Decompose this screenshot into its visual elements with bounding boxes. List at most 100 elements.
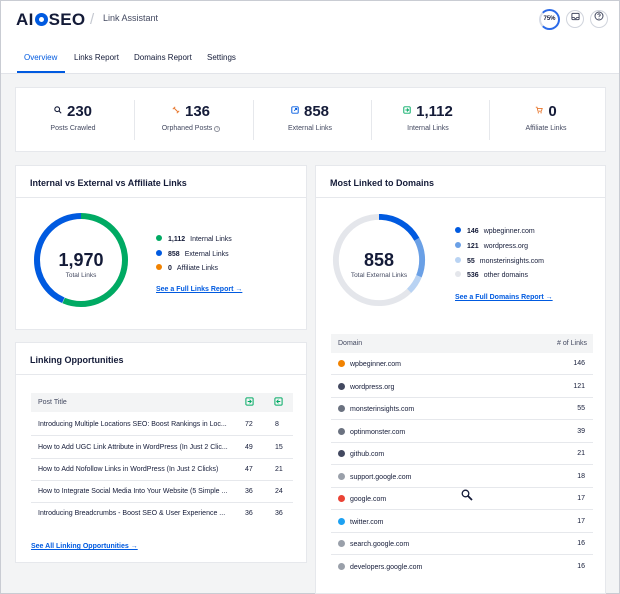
domain-link-count: 121 (573, 382, 585, 390)
favicon-icon (338, 382, 345, 390)
stat-external-links: 858 External Links (253, 88, 367, 153)
domain-name: twitter.com (350, 518, 384, 526)
legend-other: 536 other domains (455, 271, 528, 279)
stat-value: 858 (303, 103, 330, 120)
full-links-report-link[interactable]: See a Full Links Report → (156, 286, 243, 293)
tab-links-report[interactable]: Links Report (74, 53, 119, 62)
divider (316, 197, 605, 198)
domain-name: wpbeginner.com (350, 361, 401, 368)
divider (331, 419, 593, 420)
stat-internal-links: 1,112 Internal Links (371, 88, 485, 153)
domain-name: search.google.com (350, 541, 410, 548)
full-domains-report-link[interactable]: See a Full Domains Report → (455, 294, 553, 301)
table-header: Post Title (31, 393, 293, 412)
favicon-icon (338, 405, 345, 412)
linking-opportunities-card: Linking Opportunities Post Title Introdu… (15, 342, 307, 563)
inbound-links-icon[interactable] (245, 397, 254, 408)
domain-row[interactable]: optinmonster.com (338, 427, 406, 436)
zoom-cursor-icon (461, 489, 473, 501)
help-icon[interactable] (590, 10, 608, 28)
domain-row[interactable]: developers.google.com (338, 562, 423, 571)
stat-label: External Links (288, 125, 332, 132)
stat-orphaned-posts: 136 Orphaned Posts ? (134, 88, 248, 153)
legend-wpbeginner: 146 wpbeginner.com (455, 227, 535, 235)
stat-value: 136 (184, 103, 211, 120)
tab-bar: Overview Links Report Domains Report Set… (1, 36, 619, 74)
total-links-value: 1,970 (58, 250, 104, 270)
total-links-label: Total Links (65, 272, 97, 279)
domain-row[interactable]: google.com (338, 495, 386, 503)
divider (489, 100, 490, 140)
column-domain: Domain (338, 340, 363, 347)
divider (331, 531, 593, 533)
inbound-count: 47 (245, 466, 253, 473)
tab-overview[interactable]: Overview (24, 53, 58, 62)
page-title: Link Assistant (103, 13, 159, 23)
tab-domains-report[interactable]: Domains Report (134, 53, 192, 62)
favicon-icon (338, 495, 345, 502)
all-linking-opportunities-link[interactable]: See All Linking Opportunities → (31, 543, 138, 550)
top-bar: AI SEO / Link Assistant 75% (1, 1, 619, 36)
domain-row[interactable]: github.com (338, 450, 384, 458)
inbound-count: 36 (245, 488, 253, 495)
table-row[interactable]: Introducing Breadcrumbs - Boost SEO & Us… (38, 510, 226, 517)
domain-name: optinmonster.com (350, 428, 406, 436)
domain-row[interactable]: twitter.com (338, 517, 384, 526)
divider (331, 486, 593, 488)
stat-label: Internal Links (407, 125, 449, 132)
domain-row[interactable]: monsterinsights.com (338, 405, 414, 413)
domain-row[interactable]: wpbeginner.com (338, 360, 401, 368)
stat-value: 1,112 (416, 103, 453, 120)
stat-posts-crawled: 230 Posts Crawled (16, 88, 130, 153)
outbound-count: 21 (275, 466, 283, 473)
favicon-icon (338, 562, 345, 570)
legend-affiliate: 0 Affiliate Links (156, 264, 218, 272)
domain-name: developers.google.com (350, 563, 423, 571)
legend-internal: 1,112 Internal Links (156, 235, 232, 243)
table-row[interactable]: How to Add UGC Link Attribute in WordPre… (38, 444, 228, 451)
divider (331, 554, 593, 555)
domain-link-count: 21 (577, 450, 585, 457)
donut-segment-wordpress (332, 213, 426, 307)
cart-icon (535, 106, 544, 116)
stat-label: Posts Crawled (50, 125, 96, 132)
favicon-icon (338, 427, 345, 435)
aioseo-logo: AI SEO (16, 10, 86, 29)
domain-row[interactable]: wordpress.org (338, 382, 394, 391)
seo-score-badge[interactable]: 75% (539, 9, 560, 30)
table-row[interactable]: Introducing Multiple Locations SEO: Boos… (38, 421, 227, 428)
tab-settings[interactable]: Settings (207, 53, 236, 62)
domain-link-count: 16 (577, 562, 585, 570)
domain-link-count: 18 (577, 472, 585, 480)
stat-affiliate-links: 0 Affiliate Links (489, 88, 603, 153)
inbox-icon[interactable] (566, 10, 584, 28)
stat-value: 230 (66, 103, 93, 120)
links-breakdown-card: Internal vs External vs Affiliate Links … (15, 165, 307, 330)
breadcrumb-separator: / (90, 11, 95, 28)
active-tab-indicator (17, 71, 65, 73)
domain-row[interactable]: search.google.com (338, 540, 409, 548)
favicon-icon (338, 450, 345, 457)
favicon-icon (338, 517, 345, 525)
domain-name: support.google.com (350, 473, 412, 481)
divider (134, 100, 135, 140)
stat-label: Affiliate Links (525, 125, 567, 132)
donut-segment-external (34, 213, 128, 307)
linked-domains-card: Most Linked to Domains 858 Total Externa… (315, 165, 606, 594)
divider (31, 502, 293, 503)
table-row[interactable]: How to Add Nofollow Links in WordPress (… (38, 466, 219, 473)
favicon-icon (338, 472, 345, 480)
domain-row[interactable]: support.google.com (338, 472, 412, 481)
divider (16, 374, 306, 375)
outbound-links-icon[interactable] (274, 397, 283, 408)
card-title: Linking Opportunities (30, 355, 124, 365)
divider (331, 464, 593, 465)
legend-monsterinsights: 55 monsterinsights.com (455, 257, 544, 265)
domain-name: github.com (350, 451, 385, 458)
total-external-label: Total External Links (350, 272, 408, 279)
info-icon[interactable]: ? (214, 126, 221, 132)
divider (331, 441, 593, 443)
search-icon (54, 106, 62, 116)
divider (31, 458, 293, 459)
table-row[interactable]: How to Integrate Social Media Into Your … (38, 488, 228, 495)
